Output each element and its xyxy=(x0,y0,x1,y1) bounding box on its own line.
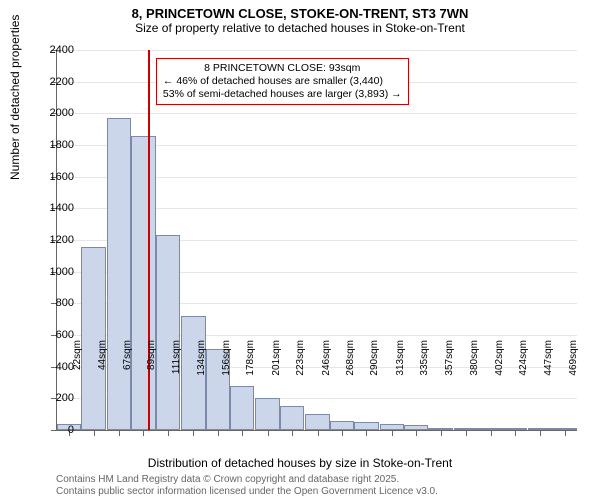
x-tick-label: 424sqm xyxy=(518,340,529,382)
x-tick-label: 290sqm xyxy=(369,340,380,382)
x-tick xyxy=(193,430,194,436)
annotation-box: 8 PRINCETOWN CLOSE: 93sqm ← 46% of detac… xyxy=(156,58,409,105)
x-tick xyxy=(515,430,516,436)
x-tick-label: 178sqm xyxy=(245,340,256,382)
x-tick-label: 67sqm xyxy=(122,340,133,382)
histogram-bar xyxy=(255,398,279,430)
histogram-bar xyxy=(81,247,105,430)
x-tick-label: 89sqm xyxy=(146,340,157,382)
y-tick-label: 1800 xyxy=(50,139,74,151)
y-axis-title: Number of detached properties xyxy=(8,15,22,180)
y-tick-label: 2000 xyxy=(50,107,74,119)
y-tick-label: 1400 xyxy=(50,202,74,214)
x-tick-label: 22sqm xyxy=(72,340,83,382)
y-tick-label: 2200 xyxy=(50,76,74,88)
annotation-line-1: 8 PRINCETOWN CLOSE: 93sqm xyxy=(163,62,402,75)
y-tick-label: 2400 xyxy=(50,44,74,56)
histogram-bar xyxy=(230,386,254,430)
x-axis-title: Distribution of detached houses by size … xyxy=(0,456,600,470)
x-tick-label: 111sqm xyxy=(171,340,182,382)
x-tick xyxy=(392,430,393,436)
x-tick xyxy=(94,430,95,436)
x-tick xyxy=(466,430,467,436)
x-tick xyxy=(292,430,293,436)
x-tick-label: 268sqm xyxy=(345,340,356,382)
x-tick xyxy=(218,430,219,436)
histogram-bar xyxy=(305,414,329,430)
x-tick xyxy=(168,430,169,436)
y-tick-label: 200 xyxy=(56,392,74,404)
y-tick-label: 800 xyxy=(56,297,74,309)
x-tick xyxy=(565,430,566,436)
histogram-bar xyxy=(280,406,304,430)
x-tick-label: 156sqm xyxy=(221,340,232,382)
x-tick xyxy=(540,430,541,436)
histogram-bar xyxy=(156,235,180,430)
x-tick xyxy=(268,430,269,436)
x-tick xyxy=(143,430,144,436)
x-tick-label: 134sqm xyxy=(196,340,207,382)
footer-line-2: Contains public sector information licen… xyxy=(56,486,438,498)
x-tick-label: 447sqm xyxy=(543,340,554,382)
x-tick-label: 357sqm xyxy=(444,340,455,382)
histogram-bar xyxy=(330,421,354,431)
y-tick-label: 1600 xyxy=(50,171,74,183)
y-tick-label: 0 xyxy=(68,424,74,436)
chart-title: 8, PRINCETOWN CLOSE, STOKE-ON-TRENT, ST3… xyxy=(0,0,600,21)
x-tick xyxy=(119,430,120,436)
x-tick xyxy=(242,430,243,436)
histogram-bar xyxy=(354,422,378,430)
x-tick-label: 380sqm xyxy=(469,340,480,382)
x-tick xyxy=(416,430,417,436)
x-tick xyxy=(491,430,492,436)
footer-attribution: Contains HM Land Registry data © Crown c… xyxy=(56,474,438,498)
x-tick-label: 335sqm xyxy=(419,340,430,382)
footer-line-1: Contains HM Land Registry data © Crown c… xyxy=(56,474,438,486)
x-tick-label: 223sqm xyxy=(295,340,306,382)
y-tick-label: 1000 xyxy=(50,266,74,278)
x-tick xyxy=(342,430,343,436)
chart-subtitle: Size of property relative to detached ho… xyxy=(0,21,600,39)
annotation-line-3: 53% of semi-detached houses are larger (… xyxy=(163,88,402,101)
x-tick-label: 469sqm xyxy=(568,340,579,382)
y-tick xyxy=(51,430,57,431)
x-tick xyxy=(366,430,367,436)
x-tick xyxy=(441,430,442,436)
annotation-line-2: ← 46% of detached houses are smaller (3,… xyxy=(163,75,402,88)
x-tick-label: 44sqm xyxy=(97,340,108,382)
x-tick-label: 246sqm xyxy=(321,340,332,382)
x-tick-label: 313sqm xyxy=(395,340,406,382)
x-tick-label: 201sqm xyxy=(271,340,282,382)
x-tick-label: 402sqm xyxy=(494,340,505,382)
x-tick xyxy=(318,430,319,436)
histogram-bar xyxy=(107,118,131,430)
y-tick-label: 1200 xyxy=(50,234,74,246)
histogram-bar xyxy=(131,136,155,431)
